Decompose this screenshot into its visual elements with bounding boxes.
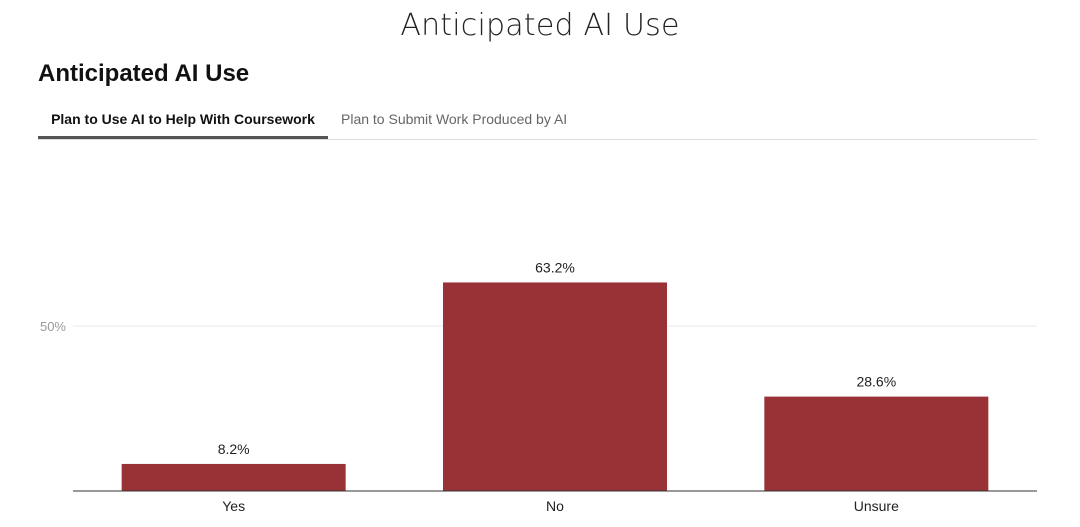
page-title: Anticipated AI Use	[400, 8, 680, 43]
tab-bar: Plan to Use AI to Help With Coursework P…	[38, 101, 1037, 140]
y-tick-label: 50%	[40, 319, 66, 334]
bar	[764, 396, 989, 491]
x-tick-label: Yes	[222, 498, 245, 514]
tab-plan-to-submit-work[interactable]: Plan to Submit Work Produced by AI	[341, 111, 568, 127]
bar	[121, 463, 346, 491]
data-label: 8.2%	[218, 441, 250, 457]
data-label: 63.2%	[535, 259, 575, 275]
tab-plan-to-use-ai[interactable]: Plan to Use AI to Help With Coursework	[38, 101, 328, 139]
chart-heading: Anticipated AI Use	[38, 60, 250, 87]
x-tick-label: Unsure	[854, 498, 899, 514]
data-label: 28.6%	[856, 374, 896, 390]
x-tick-label: No	[546, 498, 564, 514]
bar	[443, 282, 667, 491]
